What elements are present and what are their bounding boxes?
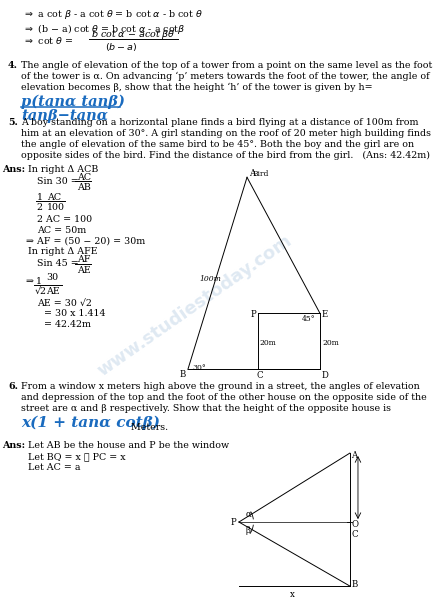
Text: Sin 30 =: Sin 30 = (37, 177, 79, 186)
Text: = 42.42m: = 42.42m (44, 320, 91, 329)
Text: AE: AE (46, 287, 60, 296)
Text: $\Rightarrow$ (b $-$ a) cot $\theta$ = b cot $\alpha$ - a cot$\beta$: $\Rightarrow$ (b $-$ a) cot $\theta$ = b… (23, 22, 185, 36)
Text: x: x (290, 590, 295, 599)
Text: 20m: 20m (322, 339, 339, 347)
Text: A: A (249, 170, 256, 179)
Text: ⇒: ⇒ (26, 277, 34, 286)
Text: opposite sides of the bird. Find the distance of the bird from the girl.   (Ans:: opposite sides of the bird. Find the dis… (21, 151, 430, 160)
Text: C: C (257, 371, 263, 380)
Text: D: D (321, 371, 329, 380)
Text: Ans:: Ans: (2, 165, 25, 174)
Text: 2: 2 (37, 203, 42, 212)
Text: P: P (250, 310, 256, 319)
Text: $b$ cot $\alpha$ $-$ $a$cot $\beta\theta$: $b$ cot $\alpha$ $-$ $a$cot $\beta\theta… (91, 28, 175, 41)
Text: www.studiestoday.com: www.studiestoday.com (94, 231, 295, 380)
Text: 1: 1 (36, 277, 42, 286)
Text: AC: AC (77, 173, 91, 182)
Text: = 30 x 1.414: = 30 x 1.414 (44, 309, 105, 318)
Text: AC: AC (47, 193, 61, 202)
Text: $\Rightarrow$ a cot $\beta$ - a cot $\theta$ = b cot $\alpha$ - b cot $\theta$: $\Rightarrow$ a cot $\beta$ - a cot $\th… (23, 8, 202, 21)
Text: From a window x meters high above the ground in a street, the angles of elevatio: From a window x meters high above the gr… (21, 382, 420, 391)
Text: O: O (351, 520, 358, 529)
Text: Ans:: Ans: (2, 441, 25, 450)
Text: β: β (245, 526, 250, 535)
Text: α: α (245, 510, 251, 519)
Text: AE: AE (77, 266, 91, 275)
Text: A boy standing on a horizontal plane finds a bird flying at a distance of 100m f: A boy standing on a horizontal plane fin… (21, 118, 418, 127)
Text: C: C (351, 530, 358, 539)
Text: and depression of the top and the foot of the other house on the opposite side o: and depression of the top and the foot o… (21, 393, 427, 402)
Text: 1: 1 (37, 193, 43, 202)
Text: E: E (321, 310, 328, 319)
Text: The angle of elevation of the top of a tower from a point on the same level as t: The angle of elevation of the top of a t… (21, 61, 432, 70)
Text: 30°: 30° (193, 364, 207, 373)
Text: B: B (180, 370, 186, 379)
Text: In right Δ AFE: In right Δ AFE (28, 247, 98, 256)
Text: him at an elevation of 30°. A girl standing on the roof of 20 meter high buildin: him at an elevation of 30°. A girl stand… (21, 129, 431, 138)
Text: In right Δ ACB: In right Δ ACB (28, 165, 99, 174)
Text: Sin 45 =: Sin 45 = (37, 259, 79, 268)
Text: Meters.: Meters. (128, 422, 168, 431)
Text: $(b-a)$: $(b-a)$ (105, 41, 137, 53)
Text: the angle of elevation of the same bird to be 45°. Both the boy and the girl are: the angle of elevation of the same bird … (21, 140, 414, 149)
Text: of the tower is α. On advancing ‘p’ meters towards the foot of the tower, the an: of the tower is α. On advancing ‘p’ mete… (21, 72, 430, 81)
Text: Let BQ = x ∴ PC = x: Let BQ = x ∴ PC = x (28, 452, 126, 461)
Text: x(1 + tanα cotβ): x(1 + tanα cotβ) (21, 416, 160, 430)
Text: Let AB be the house and P be the window: Let AB be the house and P be the window (28, 441, 229, 450)
Text: P: P (231, 518, 236, 527)
Text: 5.: 5. (8, 118, 18, 127)
Text: AF: AF (77, 255, 90, 264)
Text: $\Rightarrow$ cot $\theta$ =: $\Rightarrow$ cot $\theta$ = (23, 35, 73, 47)
Text: 6.: 6. (8, 382, 18, 391)
Text: Let AC = a: Let AC = a (28, 463, 81, 472)
Text: 4.: 4. (8, 61, 18, 70)
Text: A: A (351, 451, 358, 460)
Text: Bird: Bird (253, 170, 269, 179)
Text: AE = 30 √2: AE = 30 √2 (37, 298, 92, 307)
Text: 20m: 20m (259, 339, 276, 347)
Text: elevation becomes β, show that the height ‘h’ of the tower is given by h=: elevation becomes β, show that the heigh… (21, 83, 373, 92)
Text: ⇒ AF = (50 − 20) = 30m: ⇒ AF = (50 − 20) = 30m (26, 237, 145, 246)
Text: 45°: 45° (302, 315, 316, 323)
Text: √2: √2 (35, 287, 47, 296)
Text: tanβ−tanα: tanβ−tanα (21, 110, 108, 123)
Text: 30: 30 (46, 273, 58, 282)
Text: AB: AB (77, 183, 91, 192)
Text: street are α and β respectively. Show that the height of the opposite house is: street are α and β respectively. Show th… (21, 404, 391, 413)
Text: 100: 100 (47, 203, 65, 212)
Text: 2 AC = 100: 2 AC = 100 (37, 214, 93, 223)
Text: p(tanα tanβ): p(tanα tanβ) (21, 95, 125, 109)
Text: AC = 50m: AC = 50m (37, 226, 87, 235)
Text: B: B (351, 580, 358, 589)
Text: 100m: 100m (200, 276, 222, 283)
